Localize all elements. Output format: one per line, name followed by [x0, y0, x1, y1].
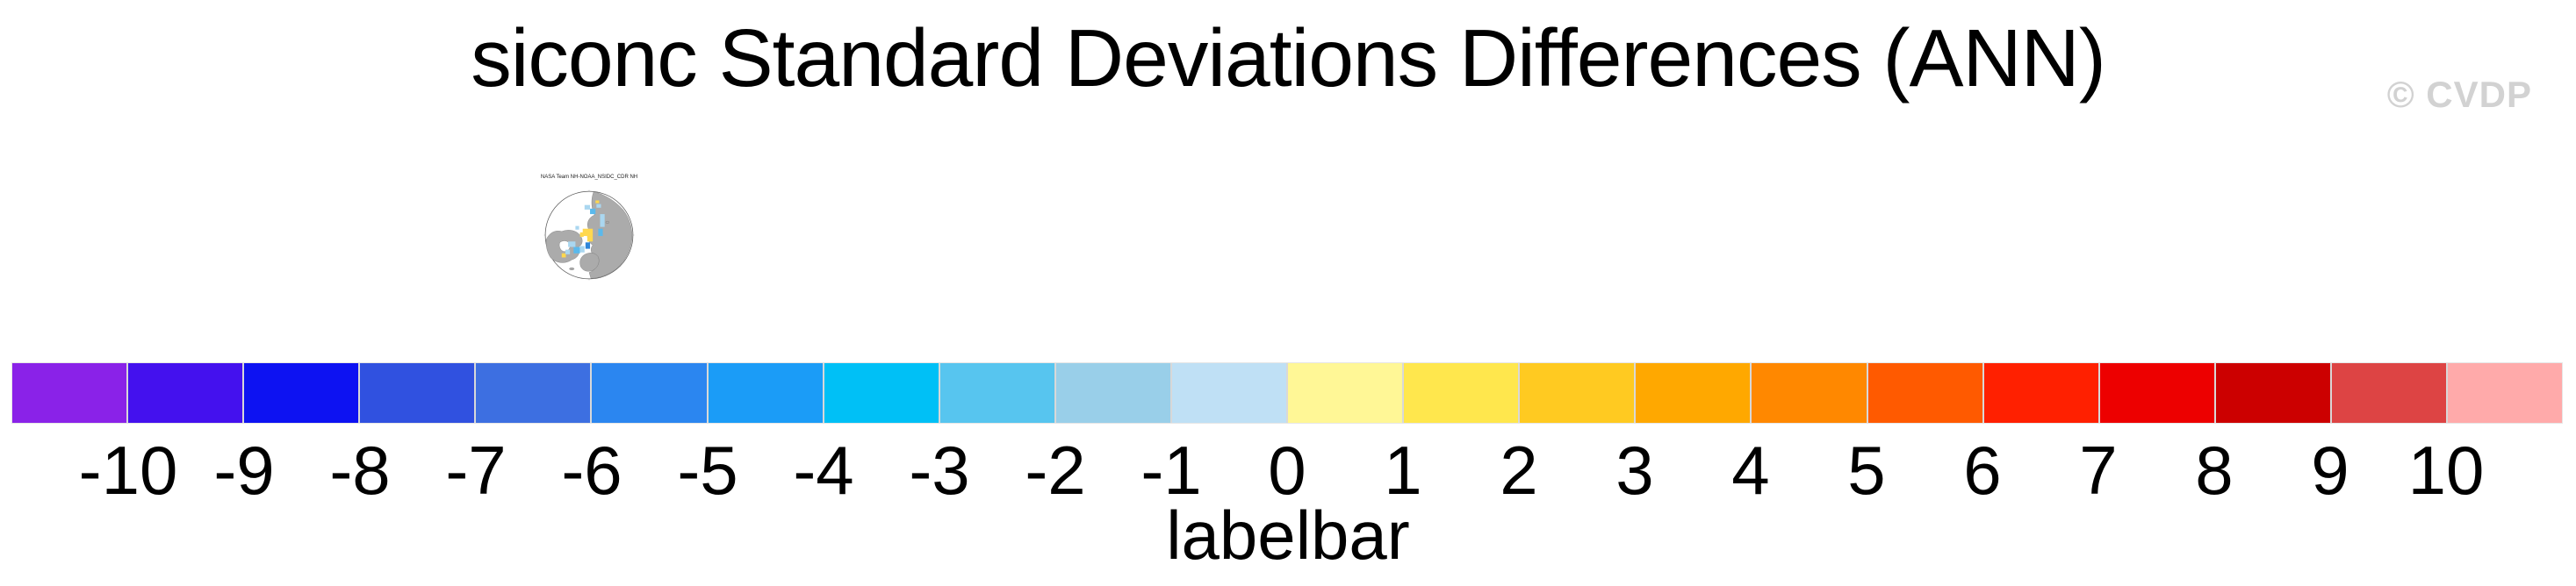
colorbar-cell: [939, 363, 1056, 423]
colorbar-cell: [360, 363, 477, 423]
colorbar-tick-label: 7: [2079, 432, 2118, 509]
colorbar-tick-label: 4: [1731, 432, 1770, 509]
colorbar-tick-label: 8: [2195, 432, 2234, 509]
colorbar-cell: [2099, 363, 2216, 423]
map-difference-cells: [561, 200, 605, 258]
cvdp-watermark: © CVDP: [2386, 74, 2532, 115]
colorbar-cell: [1288, 363, 1405, 423]
colorbar-tick-label: -7: [445, 432, 507, 509]
colorbar-cell: [1752, 363, 1868, 423]
colorbar-cell: [476, 363, 593, 423]
colorbar-cell: [1867, 363, 1984, 423]
colorbar-tick-labels: -10 -9 -8 -7 -6 -5 -4 -3 -2 -1 0 1 2 3 4 5 6 7 8 9 10: [12, 432, 2562, 514]
figure-title: siconc Standard Deviations Differences (…: [471, 12, 2106, 104]
colorbar-tick-label: -9: [213, 432, 275, 509]
colorbar-cell: [592, 363, 709, 423]
colorbar-tick-label: -8: [329, 432, 391, 509]
colorbar-cell: [2447, 363, 2563, 423]
colorbar-cell: [824, 363, 940, 423]
colorbar-cell: [1055, 363, 1172, 423]
colorbar-tick-label: 5: [1847, 432, 1886, 509]
colorbar-cell: [1983, 363, 2100, 423]
colorbar-tick-label: -3: [909, 432, 970, 509]
colorbar-caption: labelbar: [1166, 497, 1410, 574]
map-thumbnail-title: NASA Team NH-NOAA_NSIDC_CDR NH: [540, 175, 638, 180]
colorbar-tick-label: 3: [1615, 432, 1654, 509]
colorbar-cell: [2215, 363, 2332, 423]
colorbar-cell: [1520, 363, 1637, 423]
colorbar-tick-label: -4: [793, 432, 854, 509]
colorbar-cell: [1171, 363, 1289, 423]
colorbar-tick-label: 2: [1500, 432, 1538, 509]
colorbar-cell: [12, 363, 129, 423]
colorbar-tick-label: -5: [677, 432, 738, 509]
colorbar-tick-label: 10: [2407, 432, 2485, 509]
colorbar-tick-label: -6: [561, 432, 622, 509]
polar-map: [543, 189, 635, 281]
colorbar-tick-label: 1: [1384, 432, 1422, 509]
colorbar-cell: [2331, 363, 2448, 423]
colorbar-tick-label: -1: [1140, 432, 1202, 509]
colorbar-tick-label: 9: [2311, 432, 2349, 509]
map-graticule-tick-marks: [543, 189, 635, 281]
colorbar-cell: [128, 363, 245, 423]
colorbar-tick-label: 6: [1963, 432, 2002, 509]
colorbar-cell: [1636, 363, 1752, 423]
colorbar-cell: [708, 363, 824, 423]
colorbar: [11, 362, 2563, 424]
colorbar-tick-label: 0: [1268, 432, 1306, 509]
colorbar-cell: [244, 363, 361, 423]
colorbar-cell: [1404, 363, 1521, 423]
map-landmasses: [545, 191, 633, 279]
colorbar-tick-label: -10: [78, 432, 178, 509]
colorbar-tick-label: -2: [1025, 432, 1086, 509]
map-thumbnail: NASA Team NH-NOAA_NSIDC_CDR NH: [528, 175, 651, 281]
